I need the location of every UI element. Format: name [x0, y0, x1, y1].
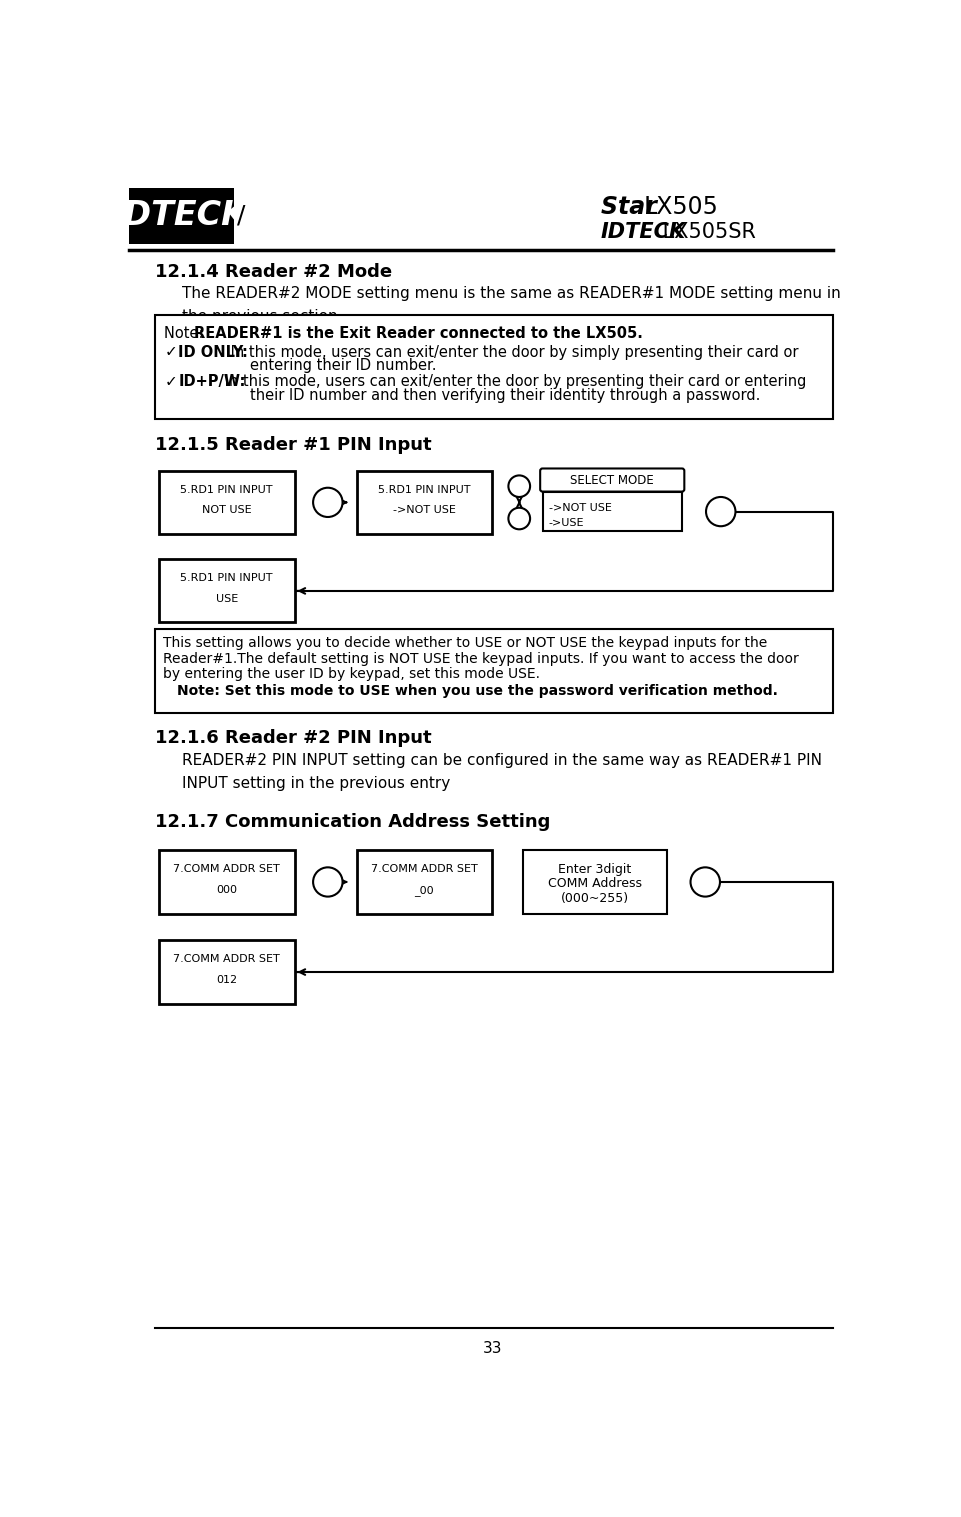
Text: READER#1 is the Exit Reader connected to the LX505.: READER#1 is the Exit Reader connected to…	[194, 326, 643, 341]
Text: 7.COMM ADDR SET: 7.COMM ADDR SET	[173, 865, 280, 874]
Text: This setting allows you to decide whether to USE or NOT USE the keypad inputs fo: This setting allows you to decide whethe…	[162, 636, 767, 651]
FancyBboxPatch shape	[159, 941, 294, 1004]
Text: 5.RD1 PIN INPUT: 5.RD1 PIN INPUT	[378, 484, 471, 495]
Text: IDTECK: IDTECK	[111, 199, 248, 232]
Text: ✓: ✓	[164, 344, 177, 360]
Circle shape	[508, 475, 530, 498]
FancyBboxPatch shape	[159, 851, 294, 913]
Text: SELECT MODE: SELECT MODE	[571, 473, 654, 487]
Text: COMM Address: COMM Address	[548, 877, 642, 890]
Text: 12.1.7 Communication Address Setting: 12.1.7 Communication Address Setting	[155, 813, 551, 831]
Text: 000: 000	[216, 884, 237, 895]
FancyBboxPatch shape	[357, 470, 492, 534]
Text: ENT: ENT	[710, 507, 731, 517]
Circle shape	[313, 488, 342, 517]
Text: ID ONLY:: ID ONLY:	[178, 344, 248, 360]
Text: Star: Star	[601, 194, 665, 218]
Text: 4: 4	[515, 479, 524, 493]
Text: ENT: ENT	[317, 877, 338, 887]
Text: USE: USE	[215, 595, 237, 604]
Text: 6: 6	[515, 513, 524, 525]
Circle shape	[508, 508, 530, 529]
Text: ID+P/W:: ID+P/W:	[178, 373, 246, 388]
Circle shape	[691, 868, 720, 897]
Text: Reader#1.The default setting is NOT USE the keypad inputs. If you want to access: Reader#1.The default setting is NOT USE …	[162, 652, 799, 666]
Text: (000~255): (000~255)	[561, 892, 628, 906]
FancyBboxPatch shape	[159, 470, 294, 534]
Text: 012: 012	[216, 975, 237, 985]
Text: ✓: ✓	[164, 373, 177, 388]
Text: READER#2 PIN INPUT setting can be configured in the same way as READER#1 PIN
INP: READER#2 PIN INPUT setting can be config…	[183, 754, 822, 792]
Text: 7.COMM ADDR SET: 7.COMM ADDR SET	[173, 954, 280, 965]
FancyBboxPatch shape	[543, 493, 682, 531]
Text: IDTECK: IDTECK	[601, 221, 686, 243]
FancyBboxPatch shape	[357, 851, 492, 913]
Text: 12.1.4 Reader #2 Mode: 12.1.4 Reader #2 Mode	[155, 262, 392, 281]
Text: The READER#2 MODE setting menu is the same as READER#1 MODE setting menu in
the : The READER#2 MODE setting menu is the sa…	[183, 287, 841, 323]
Text: 7.COMM ADDR SET: 7.COMM ADDR SET	[371, 865, 478, 874]
Circle shape	[313, 868, 342, 897]
Text: their ID number and then verifying their identity through a password.: their ID number and then verifying their…	[250, 388, 760, 402]
Text: 5.RD1 PIN INPUT: 5.RD1 PIN INPUT	[181, 573, 273, 583]
Text: NOT USE: NOT USE	[202, 505, 252, 516]
Text: In this mode, users can exit/enter the door by simply presenting their card or: In this mode, users can exit/enter the d…	[226, 344, 799, 360]
Text: ENT: ENT	[695, 877, 716, 887]
Text: /: /	[237, 203, 245, 228]
Text: ENT: ENT	[317, 498, 338, 507]
Text: _00: _00	[414, 884, 434, 897]
FancyBboxPatch shape	[130, 188, 234, 244]
Text: by entering the user ID by keypad, set this mode USE.: by entering the user ID by keypad, set t…	[162, 667, 540, 681]
Text: Enter 3digit: Enter 3digit	[558, 863, 631, 875]
Text: Note: Set this mode to USE when you use the password verification method.: Note: Set this mode to USE when you use …	[177, 684, 777, 698]
FancyBboxPatch shape	[540, 469, 684, 492]
Text: 12.1.6 Reader #2 PIN Input: 12.1.6 Reader #2 PIN Input	[155, 728, 431, 746]
FancyBboxPatch shape	[155, 628, 833, 713]
Circle shape	[706, 498, 735, 526]
Text: LX505SR: LX505SR	[656, 221, 756, 243]
FancyBboxPatch shape	[155, 316, 833, 419]
Text: ->USE: ->USE	[549, 517, 584, 528]
Text: 33: 33	[482, 1341, 502, 1356]
FancyBboxPatch shape	[159, 560, 294, 622]
Text: Note:: Note:	[164, 326, 209, 341]
FancyBboxPatch shape	[523, 851, 667, 913]
Text: 5.RD1 PIN INPUT: 5.RD1 PIN INPUT	[181, 484, 273, 495]
Text: 12.1.5 Reader #1 PIN Input: 12.1.5 Reader #1 PIN Input	[155, 437, 431, 454]
Text: entering their ID number.: entering their ID number.	[250, 358, 436, 373]
Text: ->NOT USE: ->NOT USE	[549, 504, 611, 513]
Text: ->NOT USE: ->NOT USE	[393, 505, 456, 516]
Text: In this mode, users can exit/enter the door by presenting their card or entering: In this mode, users can exit/enter the d…	[220, 373, 806, 388]
Text: LX505: LX505	[643, 194, 718, 218]
